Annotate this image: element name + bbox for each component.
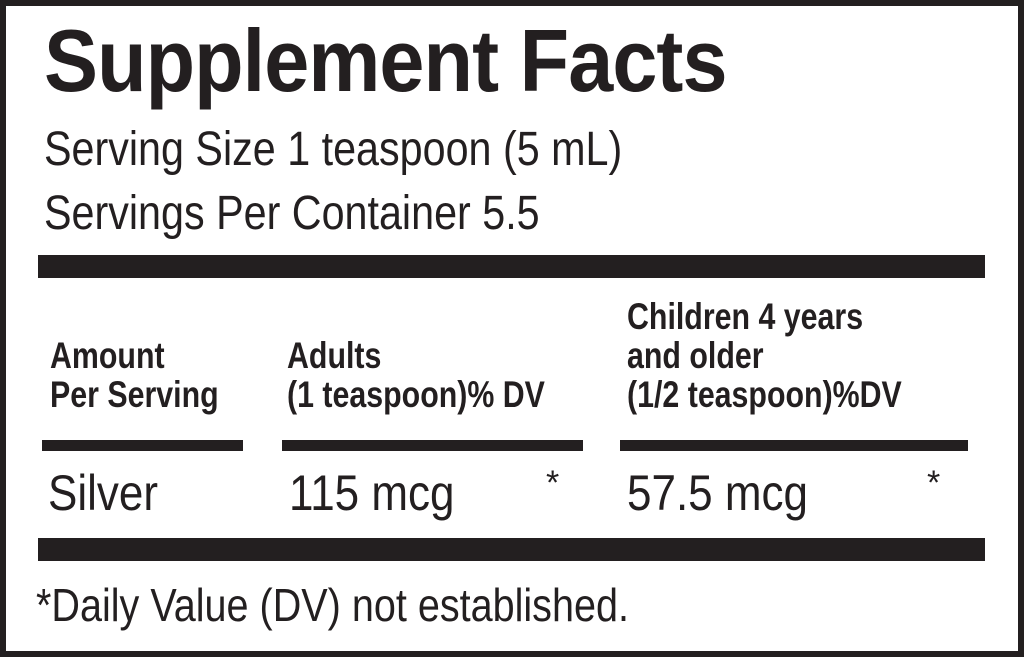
header-line: and older bbox=[627, 335, 764, 376]
divider bbox=[42, 440, 243, 451]
divider bbox=[38, 538, 985, 561]
column-header: Amount Per Serving bbox=[50, 336, 219, 414]
header-line: Amount bbox=[50, 335, 165, 376]
amount: 57.5 mcg bbox=[627, 465, 808, 521]
column-header: Children 4 years and older (1/2 teaspoon)%… bbox=[627, 297, 902, 414]
nutrient: Silver bbox=[48, 465, 159, 521]
header-line: Children 4 years bbox=[627, 296, 864, 337]
divider bbox=[282, 440, 583, 451]
header-line: Adults bbox=[287, 335, 382, 376]
dv: * bbox=[927, 464, 941, 502]
footnote: *Daily Value (DV) not established. bbox=[36, 579, 629, 631]
dv: * bbox=[546, 464, 560, 502]
header-line: Per Serving bbox=[50, 374, 219, 415]
divider bbox=[38, 255, 985, 278]
title: Supplement Facts bbox=[44, 11, 728, 110]
amount: 115 mcg bbox=[289, 465, 455, 521]
servings-per-container: Servings Per Container 5.5 bbox=[44, 187, 540, 240]
serving-size: Serving Size 1 teaspoon (5 mL) bbox=[44, 123, 623, 176]
divider bbox=[620, 440, 968, 451]
column-header: Adults (1 teaspoon)% DV bbox=[287, 336, 545, 414]
header-line: (1 teaspoon)% DV bbox=[287, 374, 545, 415]
header-line: (1/2 teaspoon)%DV bbox=[627, 374, 902, 415]
